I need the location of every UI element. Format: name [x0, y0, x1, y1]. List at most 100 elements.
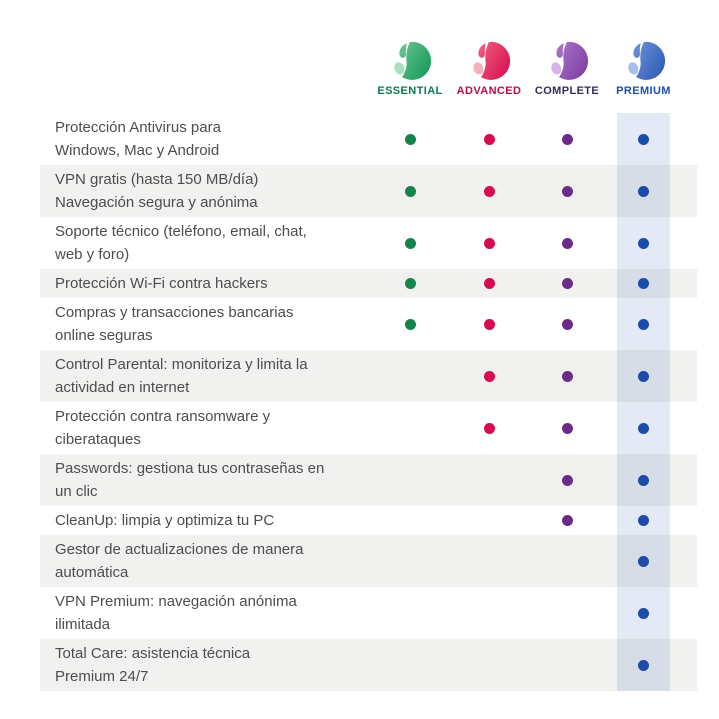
dot-complete	[561, 318, 573, 330]
row-tail	[670, 350, 697, 402]
feature-text: VPN gratis (hasta 150 MB/día) Navegación…	[55, 171, 259, 211]
row-tail	[670, 587, 697, 639]
features-column-header	[40, 40, 370, 98]
cell-advanced	[450, 506, 528, 535]
feature-row: Passwords: gestiona tus contraseñas en u…	[40, 454, 697, 506]
feature-text: Gestor de actualizaciones de manera auto…	[55, 541, 304, 581]
cell-complete	[528, 402, 606, 454]
cell-premium	[617, 217, 670, 269]
plan-header-complete: COMPLETE	[528, 40, 606, 98]
cell-essential	[370, 269, 450, 298]
cell-advanced	[450, 454, 528, 506]
dot-premium	[638, 515, 649, 526]
dot-premium	[638, 185, 649, 197]
column-gap	[606, 535, 617, 587]
dot-complete	[561, 422, 573, 434]
dot-advanced	[483, 370, 495, 382]
cell-complete	[528, 535, 606, 587]
feature-row: VPN Premium: navegación anónima ilimitad…	[40, 587, 697, 639]
feature-text: Total Care: asistencia técnica Premium 2…	[55, 645, 251, 685]
column-gap	[606, 269, 617, 298]
dot-complete	[561, 370, 573, 382]
dot-advanced	[483, 237, 495, 249]
column-gap	[606, 402, 617, 454]
feature-rows: Protección Antivirus para Windows, Mac y…	[40, 113, 697, 691]
complete-logo-icon	[551, 41, 589, 80]
cell-advanced	[450, 113, 528, 165]
dot-premium	[638, 422, 649, 434]
feature-text: Control Parental: monitoriza y limita la…	[55, 356, 308, 396]
feature-text: Protección Antivirus para Windows, Mac y…	[55, 119, 221, 159]
cell-advanced	[450, 298, 528, 350]
feature-text: VPN Premium: navegación anónima ilimitad…	[55, 593, 297, 633]
cell-complete	[528, 298, 606, 350]
column-gap	[606, 639, 617, 691]
cell-essential	[370, 454, 450, 506]
feature-text: Protección contra ransomware y ciberataq…	[55, 408, 271, 448]
cell-complete	[528, 587, 606, 639]
column-gap	[606, 506, 617, 535]
cell-premium	[617, 506, 670, 535]
cell-premium	[617, 639, 670, 691]
feature-text: Compras y transacciones bancarias online…	[55, 304, 294, 344]
cell-advanced	[450, 269, 528, 298]
dot-premium	[638, 555, 649, 567]
cell-essential	[370, 298, 450, 350]
column-gap	[606, 217, 617, 269]
dot-premium	[638, 318, 649, 330]
cell-essential	[370, 639, 450, 691]
cell-complete	[528, 639, 606, 691]
dot-premium	[638, 278, 649, 289]
row-tail	[670, 165, 697, 217]
dot-advanced	[483, 318, 495, 330]
column-gap	[606, 587, 617, 639]
premium-logo-icon	[627, 41, 665, 80]
cell-essential	[370, 535, 450, 587]
column-gap	[606, 350, 617, 402]
row-tail	[670, 269, 697, 298]
row-tail	[670, 535, 697, 587]
cell-essential	[370, 165, 450, 217]
feature-text: CleanUp: limpia y optimiza tu PC	[55, 512, 275, 529]
plan-header-advanced: ADVANCED	[450, 40, 528, 98]
dot-essential	[404, 278, 416, 289]
cell-advanced	[450, 165, 528, 217]
cell-premium	[617, 454, 670, 506]
plan-comparison-table: ESSENTIAL ADVANCED COMPLETE PREMIUM Protecc…	[40, 40, 697, 691]
dot-complete	[561, 185, 573, 197]
plan-name-label: COMPLETE	[534, 85, 600, 97]
row-tail	[670, 506, 697, 535]
row-tail	[670, 298, 697, 350]
essential-logo-icon	[394, 41, 432, 80]
cell-premium	[617, 113, 670, 165]
dot-essential	[404, 185, 416, 197]
feature-row: Protección Antivirus para Windows, Mac y…	[40, 113, 697, 165]
dot-advanced	[483, 278, 495, 289]
cell-essential	[370, 402, 450, 454]
cell-advanced	[450, 350, 528, 402]
cell-essential	[370, 217, 450, 269]
cell-essential	[370, 350, 450, 402]
column-gap	[606, 165, 617, 217]
cell-complete	[528, 217, 606, 269]
cell-essential	[370, 587, 450, 639]
dot-complete	[561, 515, 573, 526]
dot-complete	[561, 133, 573, 145]
feature-row: VPN gratis (hasta 150 MB/día) Navegación…	[40, 165, 697, 217]
cell-advanced	[450, 535, 528, 587]
dot-complete	[561, 474, 573, 486]
dot-essential	[404, 133, 416, 145]
dot-premium	[638, 474, 649, 486]
cell-complete	[528, 113, 606, 165]
column-gap	[606, 113, 617, 165]
feature-row: CleanUp: limpia y optimiza tu PC	[40, 506, 697, 535]
cell-advanced	[450, 402, 528, 454]
cell-complete	[528, 165, 606, 217]
feature-row: Protección contra ransomware y ciberataq…	[40, 402, 697, 454]
feature-text: Passwords: gestiona tus contraseñas en u…	[55, 460, 325, 500]
cell-premium	[617, 165, 670, 217]
dot-advanced	[483, 133, 495, 145]
dot-premium	[638, 607, 649, 619]
feature-row: Soporte técnico (teléfono, email, chat, …	[40, 217, 697, 269]
